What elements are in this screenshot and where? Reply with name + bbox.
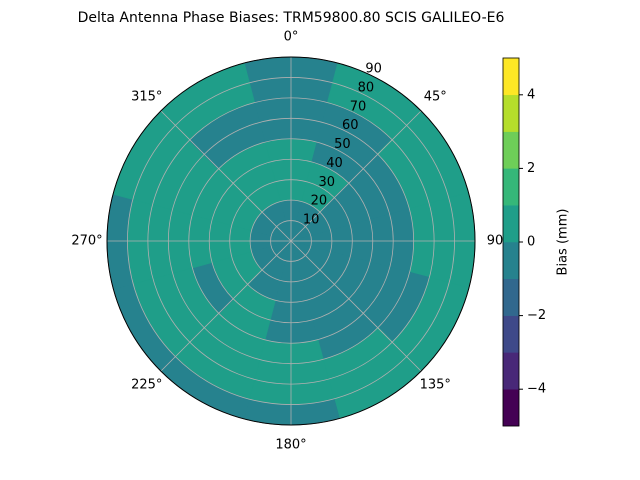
colorbar-band [502, 388, 520, 427]
chart-title: Delta Antenna Phase Biases: TRM59800.80 … [78, 10, 505, 26]
colorbar-band [502, 94, 520, 132]
colorbar-band [502, 352, 520, 390]
grid-spoke [290, 240, 422, 372]
grid [106, 56, 476, 426]
theta-tick-label: 0° [284, 30, 299, 45]
colorbar-tick-label: 4 [527, 87, 535, 102]
colorbar-band [502, 278, 520, 316]
colorbar-tick-label: −2 [527, 308, 546, 323]
r-tick-label: 30 [318, 175, 335, 190]
r-tick-label: 80 [358, 80, 375, 95]
colorbar-band [502, 57, 520, 96]
polar-frame [106, 56, 476, 426]
r-tick-label: 40 [326, 156, 343, 171]
colorbar-band [502, 168, 520, 206]
grid-spoke [290, 110, 422, 242]
grid-spoke [160, 110, 292, 242]
colorbar-tick-label: −4 [527, 382, 546, 397]
colorbar-band [502, 131, 520, 169]
r-tick-label: 20 [311, 194, 328, 209]
r-tick-label: 90 [365, 62, 382, 77]
labels: 10 20 30 40 50 60 70 80 90 0° 45° 90 135° 180° 225° 270… [71, 30, 503, 453]
colorbar: −4 −2 0 2 4 [502, 57, 546, 427]
colorbar-band [502, 315, 520, 353]
grid-spoke [160, 240, 292, 372]
r-tick-label: 50 [334, 137, 351, 152]
theta-tick-label: 270° [71, 234, 102, 249]
theta-tick-label: 180° [275, 438, 306, 453]
colorbar-tick-label: 0 [527, 235, 535, 250]
theta-tick-label: 45° [424, 89, 447, 104]
colorbar-band [502, 204, 520, 243]
theta-tick-label: 225° [131, 378, 162, 393]
r-tick-label: 60 [342, 118, 359, 133]
colorbar-tick-label: 2 [527, 161, 535, 176]
theta-tick-label: 315° [131, 89, 162, 104]
r-tick-label: 10 [303, 213, 320, 228]
theta-tick-label: 90 [487, 234, 504, 249]
theta-tick-label: 135° [420, 378, 451, 393]
r-tick-label: 70 [350, 99, 367, 114]
colorbar-band [502, 241, 520, 280]
colorbar-label: Bias (mm) [556, 209, 571, 276]
